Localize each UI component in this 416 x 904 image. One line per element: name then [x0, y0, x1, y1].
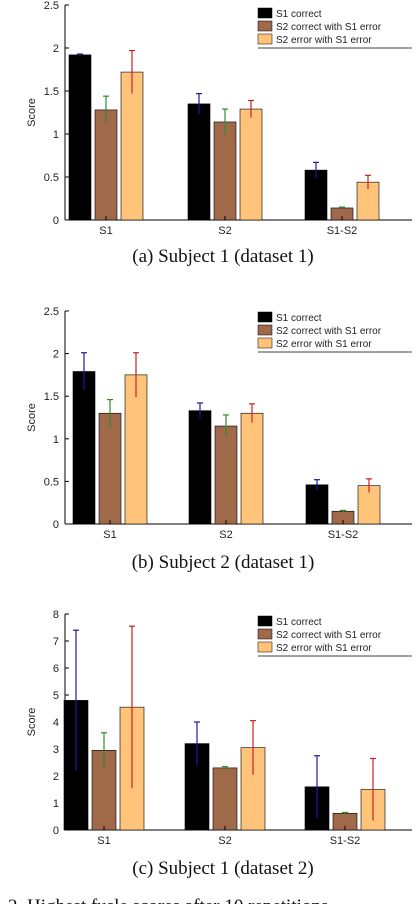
x-tick-label: S2: [218, 835, 231, 847]
bar: [98, 412, 122, 525]
x-tick-label: S1: [99, 225, 112, 237]
legend-swatch: [257, 628, 273, 640]
bar: [213, 121, 237, 221]
legend-entry: S2 error with S1 error: [276, 643, 372, 654]
x-tick-label: S1-S2: [327, 225, 358, 237]
y-tick-label: 5: [53, 690, 59, 702]
bar: [120, 71, 144, 221]
y-tick-label: 1.5: [44, 86, 59, 98]
bar: [94, 109, 118, 221]
y-axis-label: Score: [26, 98, 38, 127]
y-tick-label: 0: [53, 519, 59, 531]
legend-entry: S2 error with S1 error: [276, 35, 372, 46]
legend-swatch: [257, 641, 273, 653]
y-tick-label: 2.5: [44, 0, 59, 12]
bar: [187, 103, 211, 221]
chart-panel-2: 0 0.5 1 1.5 2 2.5 Score S1 S2 S1-S2 S1 correct S2 c…: [26, 306, 412, 573]
x-tick-label: S1: [97, 835, 110, 847]
x-tick-label: S1-S2: [328, 529, 359, 541]
y-tick-label: 0.5: [44, 476, 59, 488]
panel-caption: (a) Subject 1 (dataset 1): [132, 246, 313, 267]
legend-swatch: [257, 7, 273, 19]
y-tick-label: 7: [53, 636, 59, 648]
y-tick-label: 2: [53, 43, 59, 55]
bar: [214, 425, 238, 525]
x-tick-label: S2: [218, 225, 231, 237]
legend-swatch: [257, 311, 273, 323]
y-tick-label: 1: [53, 798, 59, 810]
bar: [212, 767, 238, 831]
bar: [305, 484, 329, 525]
legend-entry: S2 correct with S1 error: [276, 326, 382, 337]
legend-entry: S2 correct with S1 error: [276, 22, 382, 33]
legend-swatch: [257, 615, 273, 627]
panel-caption: (b) Subject 2 (dataset 1): [132, 552, 315, 573]
legend-entry: S1 correct: [276, 9, 322, 20]
x-tick-label: S1-S2: [330, 835, 361, 847]
y-tick-label: 3: [53, 744, 59, 756]
chart-panel-1: 0 0.5 1 1.5 2 2.5 Score S1 S2 S1-S2 S1 correct S2 c…: [26, 0, 412, 267]
bar: [72, 371, 96, 525]
y-tick-label: 2.5: [44, 306, 59, 318]
legend-swatch: [257, 20, 273, 32]
y-tick-label: 0: [53, 215, 59, 227]
figure-footer-caption: 2. Highest fusle scores after 10 repetit…: [8, 896, 328, 904]
y-tick-label: 2: [53, 349, 59, 361]
y-tick-label: 1.5: [44, 391, 59, 403]
x-tick-label: S1: [103, 529, 116, 541]
y-axis-label: Score: [26, 708, 38, 737]
bar: [240, 412, 264, 525]
bar: [68, 54, 92, 221]
legend-swatch: [257, 324, 273, 336]
x-tick-label: S2: [219, 529, 232, 541]
bar: [188, 410, 212, 525]
y-tick-label: 8: [53, 609, 59, 621]
legend-entry: S1 correct: [276, 617, 322, 628]
bar: [239, 108, 263, 221]
y-tick-label: 6: [53, 663, 59, 675]
y-tick-label: 2: [53, 771, 59, 783]
legend-entry: S2 error with S1 error: [276, 339, 372, 350]
y-tick-label: 1: [53, 129, 59, 141]
legend-entry: S2 correct with S1 error: [276, 630, 382, 641]
chart-panel-3: 0 1 2 3 4 5 6 7 8 Score S1 S2 S1-S2 S1 correct S2 corr…: [26, 609, 412, 879]
panel-caption: (c) Subject 1 (dataset 2): [132, 858, 313, 879]
y-tick-label: 4: [53, 717, 59, 729]
legend-swatch: [257, 33, 273, 45]
bar: [124, 374, 148, 525]
y-tick-label: 0: [53, 825, 59, 837]
legend-swatch: [257, 337, 273, 349]
y-tick-label: 1: [53, 434, 59, 446]
y-axis-label: Score: [26, 403, 38, 432]
legend-entry: S1 correct: [276, 313, 322, 324]
y-tick-label: 0.5: [44, 172, 59, 184]
